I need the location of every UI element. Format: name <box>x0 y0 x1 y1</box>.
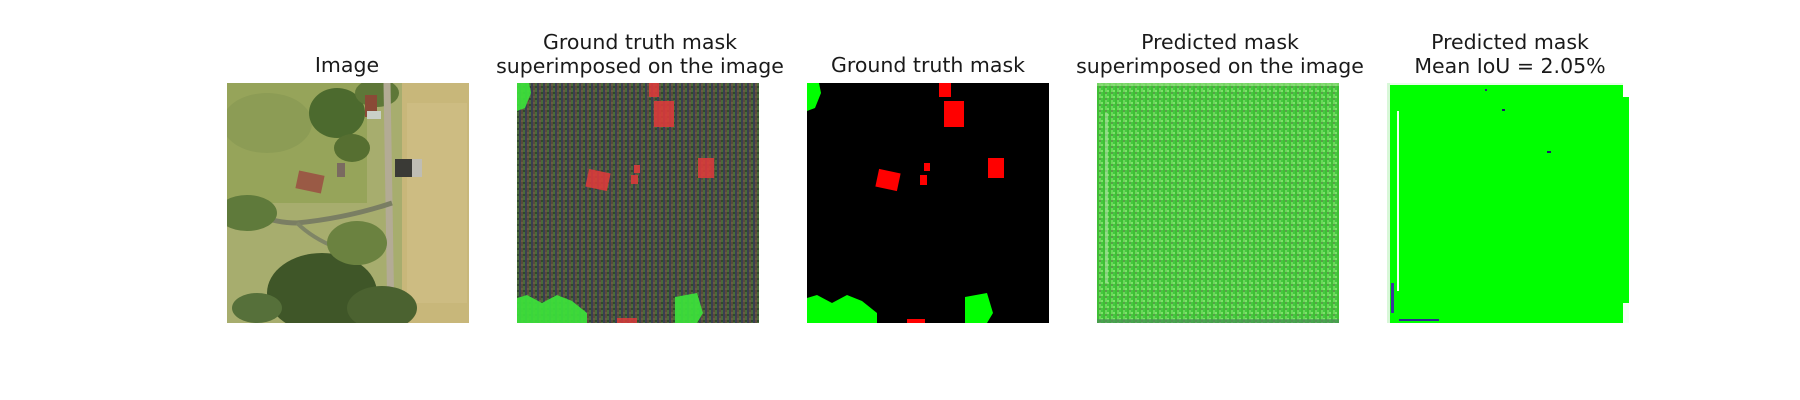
panel-5-title: Predicted mask Mean IoU = 2.05% <box>1360 30 1660 78</box>
panel-1-title: Image <box>197 53 497 77</box>
prediction-overlay-panel <box>1097 83 1339 323</box>
ground-truth-mask <box>807 83 1049 323</box>
panel-3-title-line-1: Ground truth mask <box>830 53 1025 77</box>
ground-truth-overlay-panel <box>517 83 759 323</box>
panel-2-title: Ground truth mask superimposed on the im… <box>490 30 790 78</box>
panel-4-title-line-1: Predicted mask <box>1141 30 1299 54</box>
predicted-mask <box>1387 83 1629 323</box>
panel-5-title-line-2: Mean IoU = 2.05% <box>1414 54 1606 78</box>
panel-2-title-line-2: superimposed on the image <box>496 54 784 78</box>
ground-truth-overlay <box>517 83 759 323</box>
panel-4-title-line-2: superimposed on the image <box>1076 54 1364 78</box>
ground-truth-mask-panel <box>807 83 1049 323</box>
aerial-image <box>227 83 469 323</box>
panel-1-title-line-1: Image <box>314 53 380 77</box>
prediction-overlay <box>1097 83 1339 323</box>
aerial-image-panel <box>227 83 469 323</box>
panel-4-title: Predicted mask superimposed on the image <box>1070 30 1370 78</box>
panel-3-title: Ground truth mask <box>778 53 1078 77</box>
panel-2-title-line-1: Ground truth mask <box>542 30 737 54</box>
predicted-mask-panel <box>1387 83 1629 323</box>
panel-5-title-line-1: Predicted mask <box>1431 30 1589 54</box>
